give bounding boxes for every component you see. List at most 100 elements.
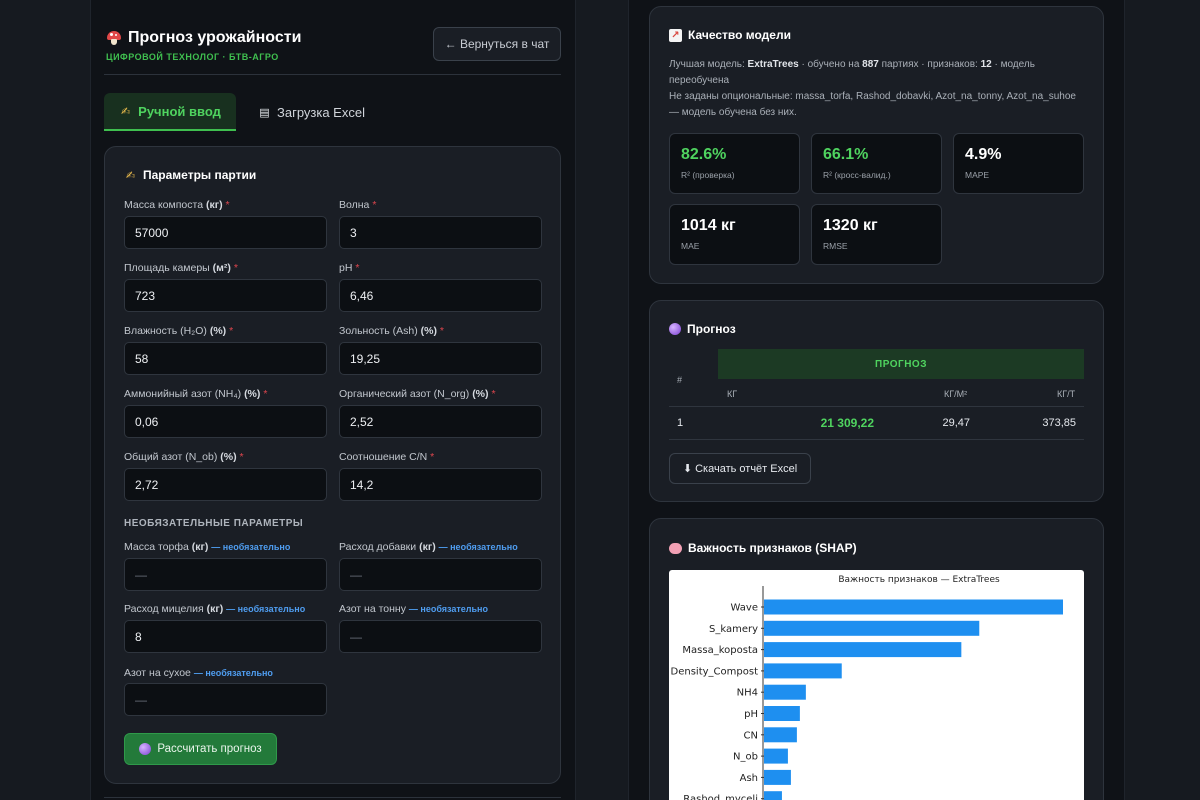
row-kg: 21 309,22 [820,416,874,430]
header-divider [104,74,561,75]
compost-mass-input[interactable]: 57000 [124,216,327,249]
optional-params-header: НЕОБЯЗАТЕЛЬНЫЕ ПАРАМЕТРЫ [124,518,304,529]
metric-r2-cv: 66.1% R² (кросс-валид.) [811,133,942,194]
ph-input[interactable]: 6,46 [339,279,542,312]
row-kg-m2: 29,47 [942,417,970,429]
mycelium-input[interactable]: 8 [124,620,327,653]
tab-label: Ручной ввод [138,103,221,119]
field-label-chamber-area: Площадь камеры (м²) * [124,262,238,274]
field-label-additive: Расход добавки (кг) — необязательно [339,541,518,553]
field-label-compost-mass: Масса компоста (кг) * [124,199,230,211]
tick-label: Ash [740,773,758,784]
organic-n-input[interactable]: 2,52 [339,405,542,438]
bar-massa-koposta [764,642,962,658]
forecast-row-divider [669,439,1084,440]
download-excel-button[interactable]: ⬇ Скачать отчёт Excel [669,453,811,484]
mushroom-icon [106,30,122,46]
model-quality-title: ↗ Качество модели [669,28,791,42]
field-label-humidity: Влажность (H₂O) (%) * [124,325,234,337]
crystal-ball-icon [669,323,681,335]
bottom-divider [104,797,561,798]
n-per-ton-input[interactable]: — [339,620,542,653]
params-title: ✍ Параметры партии [124,168,256,182]
shap-title: Важность признаков (SHAP) [669,541,857,555]
bar-s-kamery [764,620,980,636]
tick-label: N_ob [733,752,758,763]
tick-label: CN [744,730,758,741]
field-label-wave: Волна * [339,199,377,211]
crystal-ball-icon [139,743,152,755]
chart-increasing-icon: ↗ [669,28,682,42]
writing-hand-icon: ✍ [125,169,136,182]
brain-icon [669,542,682,554]
field-label-n-per-ton: Азот на тонну — необязательно [339,603,488,615]
field-label-n-dry: Азот на сухое — необязательно [124,667,273,679]
forecast-header-divider [669,406,1084,407]
metric-value: 82.6% [681,146,727,163]
metric-label: MAE [681,241,700,251]
shap-chart-svg: Важность признаков — ExtraTrees Wave S_ka… [671,575,1063,800]
tick-label: Wave [731,603,758,614]
bar-nh4 [764,684,806,700]
cn-ratio-input[interactable]: 14,2 [339,468,542,501]
field-label-ammonium: Аммонийный азот (NH₄) (%) * [124,388,268,400]
metric-label: R² (проверка) [681,170,735,180]
tick-label: Massa_koposta [682,645,758,656]
tick-label: Rashod_myceli [683,794,758,800]
tick-label: Density_Compost [671,666,759,677]
ash-input[interactable]: 19,25 [339,342,542,375]
field-label-ph: pH * [339,262,360,274]
humidity-input[interactable]: 58 [124,342,327,375]
additive-input[interactable]: — [339,558,542,591]
forecast-col-num: # [677,375,683,385]
page-title: Прогноз урожайности [128,29,302,46]
bar-rashod-myceli [764,791,782,800]
calculate-label: Рассчитать прогноз [157,743,262,755]
document-icon: ▤ [259,106,270,119]
writing-hand-icon: ✍ [121,105,131,118]
metric-value: 1014 кг [681,217,736,234]
params-card [104,146,561,784]
forecast-col-kg-t: КГ/Т [1057,389,1076,399]
bar-density-compost [764,663,842,679]
forecast-title: Прогноз [669,322,736,336]
tab-manual-input[interactable]: ✍ Ручной ввод [104,93,236,131]
params-title-text: Параметры партии [143,168,257,182]
tab-label: Загрузка Excel [277,104,365,120]
page-header: Прогноз урожайности ЦИФРОВОЙ ТЕХНОЛОГ · … [106,29,301,62]
metric-label: R² (кросс-валид.) [823,170,891,180]
total-n-input[interactable]: 2,72 [124,468,327,501]
metric-value: 66.1% [823,146,869,163]
wave-input[interactable]: 3 [339,216,542,249]
field-label-total-n: Общий азот (N_ob) (%) * [124,451,244,463]
n-dry-input[interactable]: — [124,683,327,716]
bar-ph [764,706,800,721]
tab-excel-upload[interactable]: ▤ Загрузка Excel [246,93,376,131]
table-row: 1 21 309,22 29,47 373,85 [669,407,1084,439]
forecast-group-header-text: ПРОГНОЗ [875,358,927,370]
model-quality-title-text: Качество модели [688,28,791,42]
bar-ash [764,769,791,785]
peat-mass-input[interactable]: — [124,558,327,591]
forecast-col-kg-m2: КГ/М² [944,389,968,399]
back-to-chat-button[interactable]: ← Вернуться в чат [433,27,561,61]
shap-title-text: Важность признаков (SHAP) [688,541,857,555]
calculate-forecast-button[interactable]: Рассчитать прогноз [124,733,277,765]
row-kg-t: 373,85 [1042,417,1076,429]
tick-label: NH4 [737,688,758,699]
shap-chart: Важность признаков — ExtraTrees Wave S_ka… [669,570,1084,800]
model-optional-note: Не заданы опциональные: massa_torfa, Ras… [669,91,1076,118]
metric-label: RMSE [823,241,848,251]
tick-label: S_kamery [709,624,758,635]
field-label-mycelium: Расход мицелия (кг) — необязательно [124,603,306,615]
field-label-ash: Зольность (Ash) (%) * [339,325,445,337]
chamber-area-input[interactable]: 723 [124,279,327,312]
forecast-title-text: Прогноз [687,322,736,336]
field-label-cn-ratio: Соотношение C/N * [339,451,435,463]
metric-label: MAPE [965,170,990,180]
ammonium-input[interactable]: 0,06 [124,405,327,438]
metric-rmse: 1320 кг RMSE [811,204,942,265]
chart-title: Важность признаков — ExtraTrees [838,575,1000,585]
metric-value: 1320 кг [823,217,878,234]
bar-wave [764,599,1063,615]
